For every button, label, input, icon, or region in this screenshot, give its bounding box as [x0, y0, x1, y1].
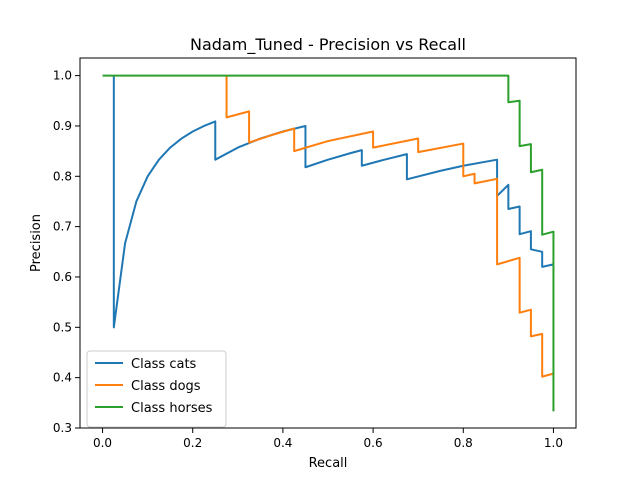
legend-label: Class horses [131, 401, 213, 416]
y-tick-label: 0.6 [53, 270, 72, 284]
x-tick-label: 1.0 [544, 436, 563, 450]
chart-title: Nadam_Tuned - Precision vs Recall [190, 35, 466, 55]
plot-lines [102, 74, 555, 412]
legend-label: Class cats [131, 357, 197, 372]
y-axis-label: Precision [29, 214, 44, 272]
y-tick-label: 0.4 [53, 371, 72, 385]
series-line-2 [225, 75, 554, 378]
x-tick-label: 0.0 [93, 436, 112, 450]
y-tick-label: 1.0 [53, 69, 72, 83]
legend: Class cats Class dogs Class horses [86, 350, 227, 428]
series-line-1 [112, 75, 554, 329]
y-axis-ticks: 0.3 0.4 0.5 0.6 0.7 0.8 0.9 1.0 [53, 69, 80, 435]
series-line-3 [102, 74, 555, 412]
x-tick-label: 0.8 [454, 436, 473, 450]
y-tick-label: 0.3 [53, 421, 72, 435]
legend-label: Class dogs [131, 379, 201, 394]
y-tick-label: 0.7 [53, 220, 72, 234]
x-tick-label: 0.2 [183, 436, 202, 450]
y-tick-label: 0.5 [53, 320, 72, 334]
x-tick-label: 0.4 [273, 436, 292, 450]
plot-frame [79, 57, 577, 429]
x-axis-ticks: 0.0 0.2 0.4 0.6 0.8 1.0 [93, 428, 563, 450]
y-tick-label: 0.8 [53, 169, 72, 183]
x-tick-label: 0.6 [364, 436, 383, 450]
x-axis-label: Recall [309, 456, 348, 471]
y-tick-label: 0.9 [53, 119, 72, 133]
